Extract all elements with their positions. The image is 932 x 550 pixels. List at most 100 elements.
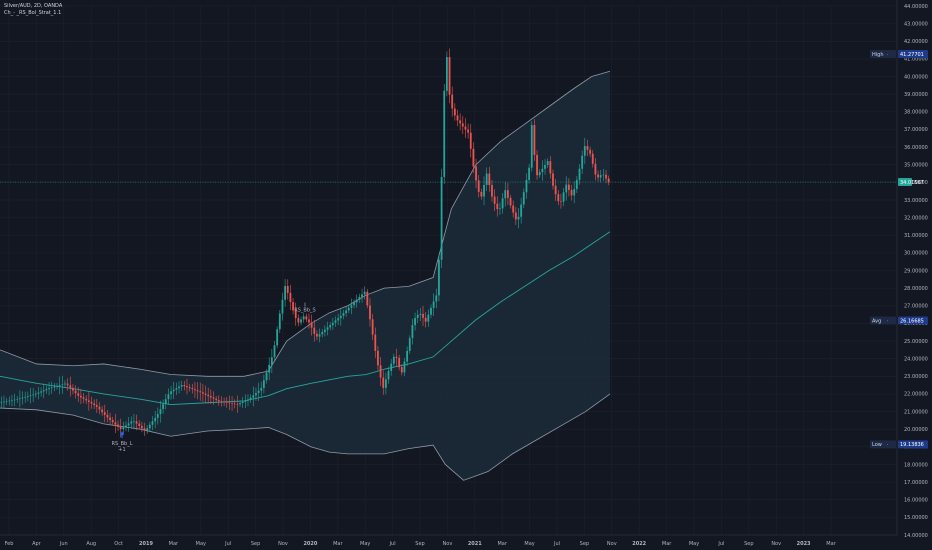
price-label-name-bg <box>870 316 896 325</box>
y-tick-label: 42.00000 <box>904 39 928 45</box>
candle-body <box>225 402 228 403</box>
candle-body <box>58 385 61 386</box>
x-tick-label: Jul <box>717 541 724 547</box>
indicator-title[interactable]: Ch_- _RS_Bol_Strat_1.1 <box>4 10 62 16</box>
y-tick-label: 25.00000 <box>904 339 928 345</box>
price-label-name: Low <box>872 442 882 448</box>
candle-body <box>194 389 196 391</box>
candle-body <box>56 385 58 387</box>
price-label-name: High <box>872 52 884 58</box>
x-tick-label: Jul <box>224 541 231 547</box>
candle-body <box>363 291 366 295</box>
x-tick-label: Apr <box>32 541 42 547</box>
candle-body <box>244 400 247 402</box>
candle-body <box>321 331 324 335</box>
candle-body <box>546 161 549 166</box>
candle-body <box>228 402 231 404</box>
candle-body <box>48 388 50 390</box>
price-label-value: 41.27701 <box>900 52 924 58</box>
price-label-dot: · <box>887 442 889 448</box>
y-tick-label: 29.00000 <box>904 268 928 274</box>
candle-body <box>400 367 403 373</box>
candle-body <box>472 148 475 167</box>
y-tick-label: 37.00000 <box>904 127 928 133</box>
candle-body <box>316 333 318 337</box>
candle-body <box>430 307 432 315</box>
candle-body <box>133 421 135 422</box>
x-tick-label: May <box>360 541 370 547</box>
candle-body <box>499 208 501 210</box>
candle-body <box>459 120 462 124</box>
x-tick-label: 2022 <box>632 541 646 547</box>
candle-body <box>204 393 207 395</box>
x-tick-label: Nov <box>278 541 288 547</box>
candle-body <box>260 387 263 391</box>
x-tick-label: 2023 <box>797 541 811 547</box>
symbol-title[interactable]: Silver/AUD, 2D, OANDA <box>4 3 63 9</box>
x-tick-label: Sep <box>580 541 589 547</box>
candle-body <box>32 394 35 396</box>
candle-body <box>207 394 210 397</box>
candle-body <box>270 357 273 365</box>
candle-body <box>201 392 204 394</box>
candle-body <box>435 295 438 302</box>
candle-body <box>586 146 589 150</box>
candle-body <box>560 201 562 202</box>
candle-body <box>167 394 170 400</box>
candle-body <box>183 385 186 387</box>
y-tick-label: 32.00000 <box>904 215 928 221</box>
candle-body <box>175 388 178 390</box>
candle-body <box>599 175 602 178</box>
candle-body <box>93 403 96 406</box>
lower-band-line <box>0 393 611 481</box>
candle-body <box>480 191 483 197</box>
candle-body <box>220 401 223 402</box>
candle-body <box>180 385 183 387</box>
candle-body <box>432 301 435 308</box>
candle-body <box>326 327 329 330</box>
candle-body <box>13 399 16 401</box>
candle-body <box>448 57 451 95</box>
candle-body <box>406 350 409 362</box>
candle-body <box>289 292 292 303</box>
candle-body <box>178 386 180 389</box>
signal-label-buy: RS_Bb_L <box>111 441 132 447</box>
candle-body <box>440 176 443 260</box>
chart-header: Silver/AUD, 2D, OANDA Ch_- _RS_Bol_Strat… <box>4 3 62 17</box>
candle-body <box>79 395 82 398</box>
candle-body <box>5 401 8 402</box>
candle-body <box>504 190 507 199</box>
y-tick-label: 36.00000 <box>904 145 928 151</box>
y-tick-label: 41.00000 <box>904 57 928 63</box>
candle-body <box>329 325 332 328</box>
x-tick-label: 2021 <box>468 541 482 547</box>
y-tick-label: 35.00000 <box>904 163 928 169</box>
candle-body <box>103 412 106 415</box>
candle-body <box>170 391 172 395</box>
candle-body <box>114 422 117 425</box>
candle-body <box>541 168 544 173</box>
candle-body <box>403 361 406 373</box>
price-label-name-bg <box>870 50 896 59</box>
x-tick-label: Sep <box>251 541 260 547</box>
signal-label-sell: RS_Bb_S <box>294 308 315 314</box>
price-label-value: 34.01567 <box>900 180 924 186</box>
band-fill <box>0 71 610 481</box>
candle-body <box>223 401 226 403</box>
candle-body <box>308 319 310 323</box>
candle-body <box>239 403 241 405</box>
y-tick-label: 38.00000 <box>904 110 928 116</box>
candle-body <box>236 404 239 405</box>
y-tick-label: 43.00000 <box>904 21 928 27</box>
x-tick-label: 2019 <box>139 541 153 547</box>
candle-body <box>398 357 401 368</box>
candle-body <box>191 388 194 390</box>
candle-body <box>528 167 531 180</box>
y-tick-label: 39.00000 <box>904 92 928 98</box>
candle-body <box>424 317 427 322</box>
candle-body <box>50 387 53 389</box>
candle-body <box>422 313 424 318</box>
candle-body <box>509 197 512 206</box>
candle-body <box>241 401 244 404</box>
